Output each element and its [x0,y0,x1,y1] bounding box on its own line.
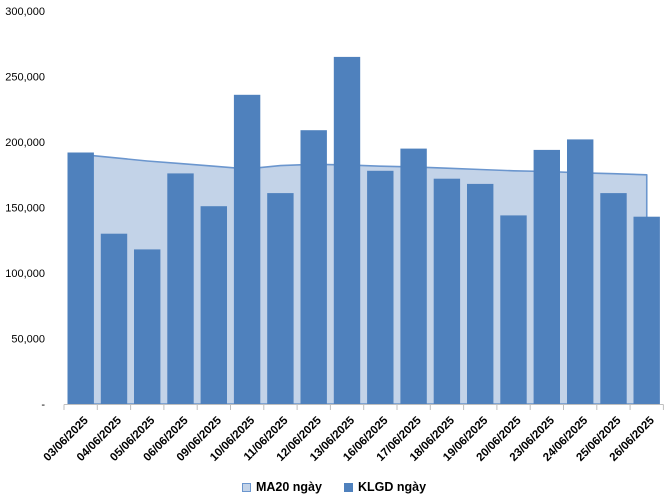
volume-bar [100,233,128,404]
volume-bar [67,152,94,404]
ma20-area-series [79,153,648,405]
legend-item-klgd: KLGD ngày [343,479,427,494]
y-tick-label: 250,000 [5,72,45,84]
volume-bar [233,94,261,405]
y-tick-label: 200,000 [5,137,45,149]
volume-bar [400,148,427,404]
y-tick-label: 100,000 [5,268,45,280]
volume-bar [467,183,494,404]
volume-bar [600,193,627,404]
volume-bar [333,56,361,405]
legend-label-klgd: KLGD ngày [357,479,427,494]
volume-bar [567,139,594,404]
y-tick-label: 50,000 [11,334,45,346]
chart-legend: MA20 ngày KLGD ngày [0,477,668,497]
volume-bar [300,130,327,404]
klgd-series-swatch-icon [343,482,353,492]
volume-bar [500,215,527,404]
legend-label-ma20: MA20 ngày [255,479,322,494]
volume-bar [433,178,461,404]
y-tick-label: 150,000 [5,203,45,215]
volume-bar [134,249,161,404]
volume-bar [633,216,660,404]
y-tick-label: 300,000 [5,6,45,18]
ma20-series-swatch-icon [241,482,251,492]
volume-bar [167,173,194,404]
volume-bar [533,149,560,404]
y-tick-label: - [41,399,45,411]
legend-item-ma20: MA20 ngày [241,479,322,494]
volume-bar [267,193,294,404]
volume-bar [200,206,227,404]
volume-bar [367,170,394,404]
